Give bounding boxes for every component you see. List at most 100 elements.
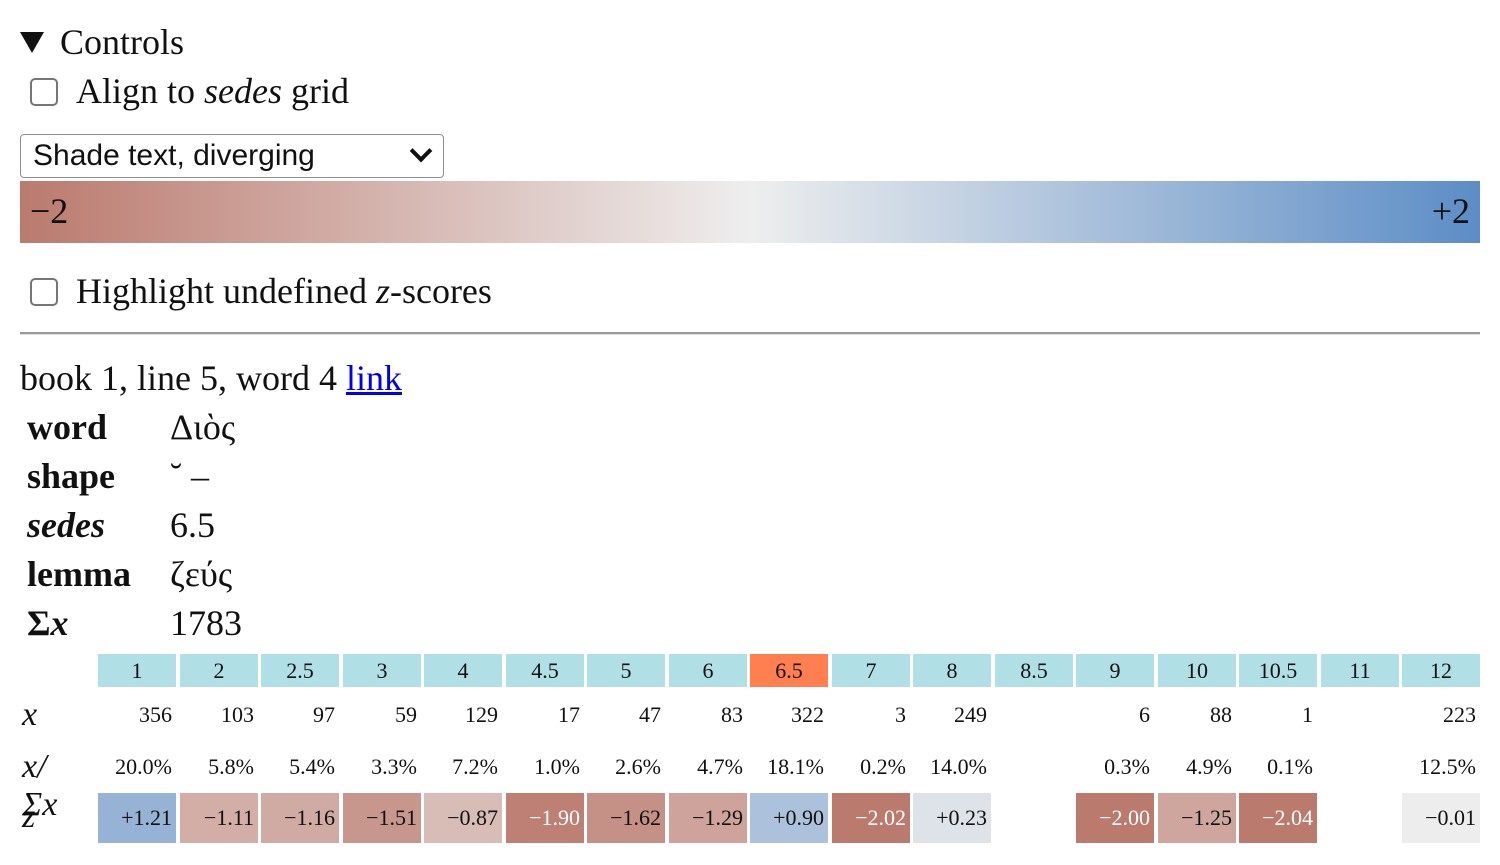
percent-cell: 2.6% — [615, 754, 661, 779]
zscore-cell: −1.29 — [669, 793, 747, 843]
count-cell: 83 — [721, 702, 743, 727]
percent-cell: 5.4% — [289, 754, 335, 779]
zscore-cell — [995, 793, 1073, 843]
sedes-header-cell[interactable]: 12 — [1402, 654, 1480, 687]
count-cell: 322 — [791, 702, 824, 727]
sedes-header-cell[interactable]: 5 — [587, 654, 665, 687]
zscore-cell: −0.01 — [1402, 793, 1480, 843]
percent-cell — [995, 750, 1073, 783]
count-cell: 223 — [1443, 702, 1476, 727]
zscore-cell: −1.51 — [343, 793, 421, 843]
disclosure-triangle-icon — [20, 32, 44, 54]
zscore-cell: +0.90 — [750, 793, 828, 843]
sedes-header-cell[interactable]: 4.5 — [506, 654, 584, 687]
zscore-cell: −2.00 — [1076, 793, 1154, 843]
count-cell: 59 — [395, 702, 417, 727]
info-row-word: word Διὸς — [27, 403, 242, 452]
count-cell: 103 — [221, 702, 254, 727]
percent-cell: 1.0% — [534, 754, 580, 779]
color-scale-legend: −2 +2 — [20, 181, 1480, 243]
zscore-cell: −2.04 — [1239, 793, 1317, 843]
sedes-header-cell[interactable]: 1 — [98, 654, 176, 687]
percent-cell: 20.0% — [115, 754, 172, 779]
highlight-undefined-checkbox[interactable] — [30, 277, 58, 306]
info-row-lemma: lemma ζεύς — [27, 550, 242, 599]
info-row-sum: Σx 1783 — [27, 599, 242, 648]
sedes-header-cell[interactable]: 10.5 — [1239, 654, 1317, 687]
count-cell: 97 — [313, 702, 335, 727]
chevron-down-icon — [409, 139, 433, 163]
percent-cell: 4.9% — [1186, 754, 1232, 779]
zscore-cell — [1321, 793, 1399, 843]
percent-cell: 0.2% — [860, 754, 906, 779]
align-sedes-option[interactable]: Align to sedes grid — [30, 69, 349, 113]
info-row-sedes: sedes 6.5 — [27, 501, 242, 550]
sedes-header-cell[interactable]: 8 — [913, 654, 991, 687]
align-sedes-checkbox[interactable] — [30, 77, 58, 106]
row-label-z: z — [22, 798, 36, 835]
zscore-cell: −1.11 — [180, 793, 258, 843]
highlight-undefined-option[interactable]: Highlight undefined z-scores — [30, 269, 492, 313]
location-text: book 1, line 5, word 4 — [20, 358, 337, 398]
count-cell — [995, 698, 1073, 731]
info-key: shape — [27, 456, 116, 496]
info-value: Διὸς — [170, 407, 236, 447]
count-cell — [1321, 698, 1399, 731]
percent-cell: 12.5% — [1419, 754, 1476, 779]
sedes-header-cell[interactable]: 11 — [1321, 654, 1399, 687]
count-cell: 17 — [558, 702, 580, 727]
info-value: ˘ – — [170, 456, 209, 496]
sedes-header-cell[interactable]: 3 — [343, 654, 421, 687]
highlight-label-post: -scores — [389, 271, 492, 311]
word-location: book 1, line 5, word 4 link — [20, 356, 402, 400]
info-value: 6.5 — [170, 505, 215, 545]
sedes-header-cell[interactable]: 10 — [1158, 654, 1236, 687]
count-cell: 88 — [1210, 702, 1232, 727]
count-cell: 249 — [954, 702, 987, 727]
highlight-label-em: z — [375, 271, 390, 311]
sedes-header-cell[interactable]: 4 — [424, 654, 502, 687]
percent-cell: 0.1% — [1267, 754, 1313, 779]
zscore-cell: −1.25 — [1158, 793, 1236, 843]
info-key: lemma — [27, 554, 131, 594]
sedes-header-cell[interactable]: 7 — [832, 654, 910, 687]
divider — [20, 332, 1480, 334]
controls-summary[interactable]: Controls — [20, 20, 184, 64]
info-key: sedes — [27, 505, 105, 545]
sedes-header-cell[interactable]: 8.5 — [995, 654, 1073, 687]
scale-min-label: −2 — [30, 191, 69, 231]
sedes-header-cell[interactable]: 6.5 — [750, 654, 828, 687]
row-label-pct: x/Σx — [22, 748, 58, 823]
align-sedes-label-post: grid — [282, 71, 349, 111]
sedes-header-cell[interactable]: 2 — [180, 654, 258, 687]
info-row-shape: shape ˘ – — [27, 452, 242, 501]
count-cell: 1 — [1302, 702, 1313, 727]
percent-cell: 7.2% — [452, 754, 498, 779]
count-cell: 356 — [139, 702, 172, 727]
count-cell: 47 — [639, 702, 661, 727]
align-sedes-label-em: sedes — [204, 71, 282, 111]
info-value: 1783 — [170, 603, 242, 643]
percent-cell: 5.8% — [208, 754, 254, 779]
count-cell: 6 — [1139, 702, 1150, 727]
permalink[interactable]: link — [345, 358, 402, 398]
sedes-header-cell[interactable]: 6 — [669, 654, 747, 687]
align-sedes-label-pre: Align to — [76, 71, 205, 111]
row-label-x: x — [22, 696, 38, 733]
sedes-header-cell[interactable]: 9 — [1076, 654, 1154, 687]
percent-cell: 3.3% — [371, 754, 417, 779]
count-cell: 129 — [465, 702, 498, 727]
highlight-label-pre: Highlight undefined — [76, 271, 376, 311]
zscore-cell: −0.87 — [424, 793, 502, 843]
scale-max-label: +2 — [1431, 191, 1470, 231]
percent-cell — [1321, 750, 1399, 783]
shading-mode-select[interactable]: Shade text, diverging — [20, 134, 444, 178]
percent-cell: 18.1% — [767, 754, 824, 779]
word-info-table: word Διὸς shape ˘ – sedes 6.5 lemma ζεύς… — [27, 403, 242, 648]
zscore-cell: +0.23 — [913, 793, 991, 843]
info-key: word — [27, 407, 107, 447]
percent-cell: 0.3% — [1104, 754, 1150, 779]
sedes-header-cell[interactable]: 2.5 — [261, 654, 339, 687]
zscore-cell: +1.21 — [98, 793, 176, 843]
shading-mode-value: Shade text, diverging — [33, 139, 315, 172]
